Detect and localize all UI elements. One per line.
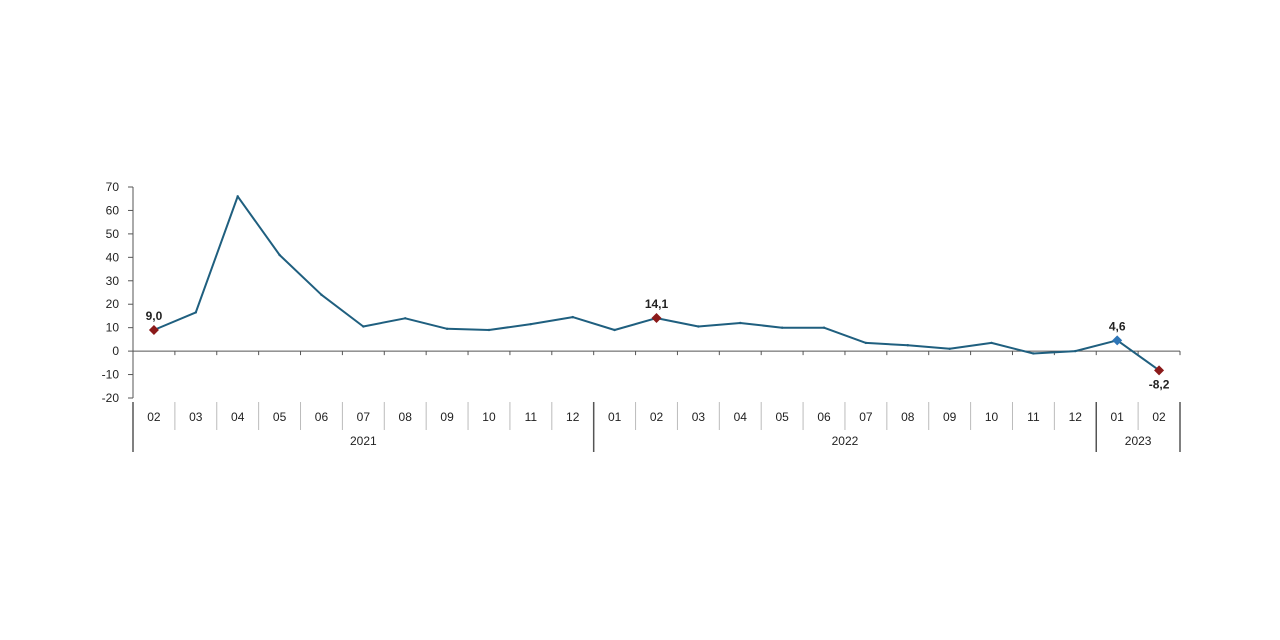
data-point [487, 328, 491, 332]
highlight-marker [651, 313, 662, 324]
y-tick-label: -20 [102, 391, 120, 405]
highlight-marker [148, 325, 159, 336]
data-point [1074, 349, 1077, 353]
highlight-marker [1112, 335, 1123, 346]
x-tick-label: 02 [650, 410, 664, 424]
data-point [697, 325, 700, 328]
data-label: 14,1 [645, 297, 669, 311]
x-tick-label: 04 [231, 410, 245, 424]
data-point [404, 317, 407, 320]
data-point [1032, 352, 1035, 355]
data-point [320, 293, 323, 297]
year-label: 2021 [350, 434, 377, 448]
data-point [739, 321, 742, 325]
x-tick-label: 07 [357, 410, 371, 424]
y-tick-label: 10 [106, 321, 120, 335]
y-axis: 70 60 50 40 30 20 10 0 -10 -20 [102, 180, 134, 405]
x-tick-label: 12 [1069, 410, 1083, 424]
x-axis: 02 03 04 05 06 07 08 09 10 11 12 01 02 03 04 05 06 07 08 09… [132, 350, 1181, 452]
data-point [236, 195, 239, 198]
x-tick-label: 04 [734, 410, 748, 424]
y-tick-label: 50 [106, 227, 120, 241]
data-point [445, 327, 449, 331]
data-label: -8,2 [1149, 377, 1170, 391]
data-point [822, 326, 826, 329]
data-point [529, 322, 533, 326]
data-point [613, 328, 616, 332]
data-point [906, 344, 909, 347]
x-tick-label: 05 [775, 410, 789, 424]
x-tick-label: 03 [189, 410, 203, 424]
series-line [153, 195, 1160, 372]
marker-group: 9,0 14,1 4,6 -8,2 [146, 297, 1170, 391]
y-tick-label: 20 [106, 297, 120, 311]
x-tick-label: 10 [482, 410, 496, 424]
y-tick-label: 30 [106, 274, 120, 288]
year-label: 2022 [832, 434, 859, 448]
data-point [362, 325, 365, 328]
data-point [571, 315, 574, 319]
x-tick-label: 06 [315, 410, 329, 424]
year-label: 2023 [1125, 434, 1152, 448]
y-tick-label: 0 [112, 344, 119, 358]
x-tick-label: 02 [147, 410, 161, 424]
x-tick-label: 05 [273, 410, 287, 424]
x-tick-label: 09 [440, 410, 454, 424]
data-label: 9,0 [146, 309, 163, 323]
x-tick-label: 07 [859, 410, 873, 424]
x-tick-label: 08 [399, 410, 413, 424]
x-tick-label: 01 [608, 410, 622, 424]
y-tick-label: -10 [102, 368, 120, 382]
x-tick-label: 10 [985, 410, 999, 424]
y-tick-label: 40 [106, 250, 120, 264]
highlight-marker [1154, 365, 1165, 376]
data-point [948, 347, 951, 350]
x-tick-label: 06 [817, 410, 831, 424]
data-point [780, 326, 784, 329]
data-point [194, 311, 198, 314]
series-group [152, 195, 1161, 372]
data-point [278, 253, 281, 257]
data-label: 4,6 [1109, 319, 1126, 333]
x-tick-label: 01 [1111, 410, 1125, 424]
x-tick-label: 11 [1027, 410, 1040, 424]
x-tick-label: 02 [1152, 410, 1166, 424]
x-tick-label: 03 [692, 410, 706, 424]
y-tick-label: 60 [106, 203, 120, 217]
x-tick-label: 12 [566, 410, 580, 424]
x-tick-label: 11 [525, 410, 538, 424]
x-tick-label: 09 [943, 410, 957, 424]
data-point [864, 341, 868, 345]
y-tick-label: 70 [106, 180, 120, 194]
data-point [990, 341, 993, 345]
x-tick-label: 08 [901, 410, 915, 424]
